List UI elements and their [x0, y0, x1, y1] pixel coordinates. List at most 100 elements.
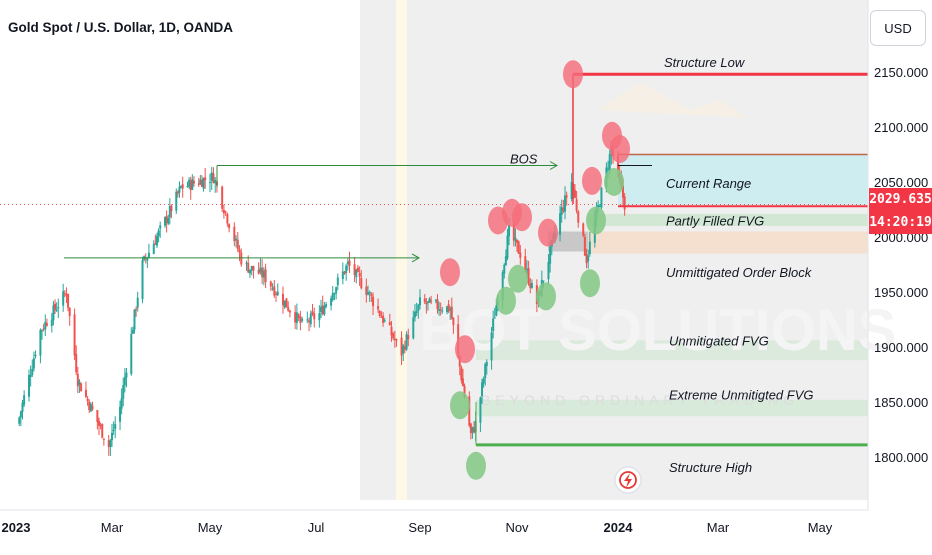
candle-body: [210, 172, 213, 181]
price-tick-label: 2100.000: [874, 120, 928, 135]
candle-body: [460, 367, 463, 381]
liquidity-arrowhead: [411, 253, 421, 263]
candle-body: [331, 292, 334, 300]
candle-body: [519, 252, 522, 258]
candle-body: [285, 298, 288, 308]
structure-lines: [64, 72, 868, 447]
candle-body: [88, 401, 91, 411]
candle-body: [583, 237, 586, 256]
candle-body: [388, 322, 391, 326]
candle-body: [99, 425, 102, 427]
candle-body: [120, 398, 123, 409]
candle-body: [562, 207, 565, 211]
time-tick-label: Mar: [101, 520, 124, 535]
swing-low-marker: [586, 206, 606, 235]
candle-body: [264, 269, 267, 283]
candle-body: [57, 307, 60, 309]
candle-body: [436, 299, 439, 309]
candle-body: [380, 316, 383, 318]
candle-body: [600, 187, 603, 208]
candle-body: [608, 154, 611, 171]
candle-body: [461, 378, 464, 387]
candle-body: [346, 261, 349, 264]
candle-body: [141, 260, 144, 300]
candle-body: [353, 264, 356, 276]
candle-body: [178, 186, 181, 193]
candle-body: [516, 239, 518, 243]
candle-body: [248, 269, 251, 274]
candle-body: [252, 265, 255, 271]
candle-body: [125, 372, 128, 378]
swing-high-marker: [582, 166, 602, 195]
candle-body: [490, 332, 493, 361]
price-axis[interactable]: 1800.0001850.0001900.0001950.0002000.000…: [869, 65, 932, 465]
candle-body: [564, 195, 567, 212]
candle-body: [495, 305, 498, 316]
candle-body: [259, 267, 262, 273]
candle-body: [189, 180, 192, 191]
lightning-icon[interactable]: [614, 466, 642, 494]
candle-body: [63, 293, 66, 295]
order-block-origin: [548, 231, 588, 252]
candle-body: [493, 317, 496, 319]
candle-body: [101, 424, 104, 438]
time-tick-label: 2023: [2, 520, 31, 535]
candle-body: [245, 262, 248, 264]
candle-body: [197, 183, 200, 185]
bos-arrowhead: [549, 161, 559, 170]
candle-body: [485, 361, 488, 367]
time-axis[interactable]: 2023 Mar May Jul Sep Nov 2024 Mar May: [2, 520, 833, 535]
bos-label: BOS: [510, 152, 538, 167]
candle-body: [44, 321, 47, 330]
candle-body: [222, 209, 225, 214]
candle-body: [607, 168, 610, 170]
candle-body: [294, 312, 297, 323]
candle-body: [403, 346, 406, 350]
candle-body: [622, 185, 624, 198]
candle-body: [559, 213, 562, 235]
currency-button[interactable]: USD: [870, 10, 926, 46]
candle-body: [224, 211, 227, 213]
bar-countdown-label: 14:20:19: [869, 215, 932, 230]
swing-high-marker: [538, 218, 558, 247]
swing-low-marker: [450, 391, 470, 420]
candle-body: [423, 298, 426, 303]
time-tick-label: Sep: [408, 520, 431, 535]
price-tick-label: 2150.000: [874, 65, 928, 80]
candle-body: [392, 333, 395, 339]
candle-body: [377, 306, 380, 310]
candle-body: [131, 329, 134, 334]
candle-body: [525, 269, 528, 271]
swing-high-marker: [563, 60, 583, 89]
candle-body: [446, 306, 449, 313]
candle-body: [504, 256, 507, 266]
candle-body: [269, 281, 272, 287]
candle-body: [165, 216, 168, 223]
candle-body: [221, 186, 224, 209]
candle-body: [514, 237, 517, 241]
candle-body: [390, 326, 393, 336]
candle-body: [479, 397, 482, 423]
candle-body: [358, 272, 361, 277]
candle-body: [356, 267, 359, 272]
candle-body: [413, 311, 416, 318]
candle-body: [597, 205, 600, 208]
extreme-fvg-label: Extreme Unmitigted FVG: [669, 387, 814, 402]
candle-body: [50, 319, 53, 327]
watermark: BOT SOLUTIONS BEYOND ORDINARY TRADING: [420, 82, 896, 408]
candle-body: [112, 430, 115, 432]
swing-high-marker: [610, 135, 630, 163]
candle-body: [55, 309, 58, 311]
candle-body: [170, 205, 173, 212]
candle-body: [209, 181, 211, 183]
candle-body: [343, 271, 346, 274]
structure-low-label: Structure Low: [664, 55, 746, 70]
candle-body: [97, 420, 100, 426]
candle-body: [484, 363, 487, 379]
candle-body: [214, 179, 217, 184]
candle-body: [341, 271, 344, 280]
candle-body: [549, 246, 552, 264]
candle-body: [320, 306, 323, 313]
candle-body: [617, 155, 619, 171]
